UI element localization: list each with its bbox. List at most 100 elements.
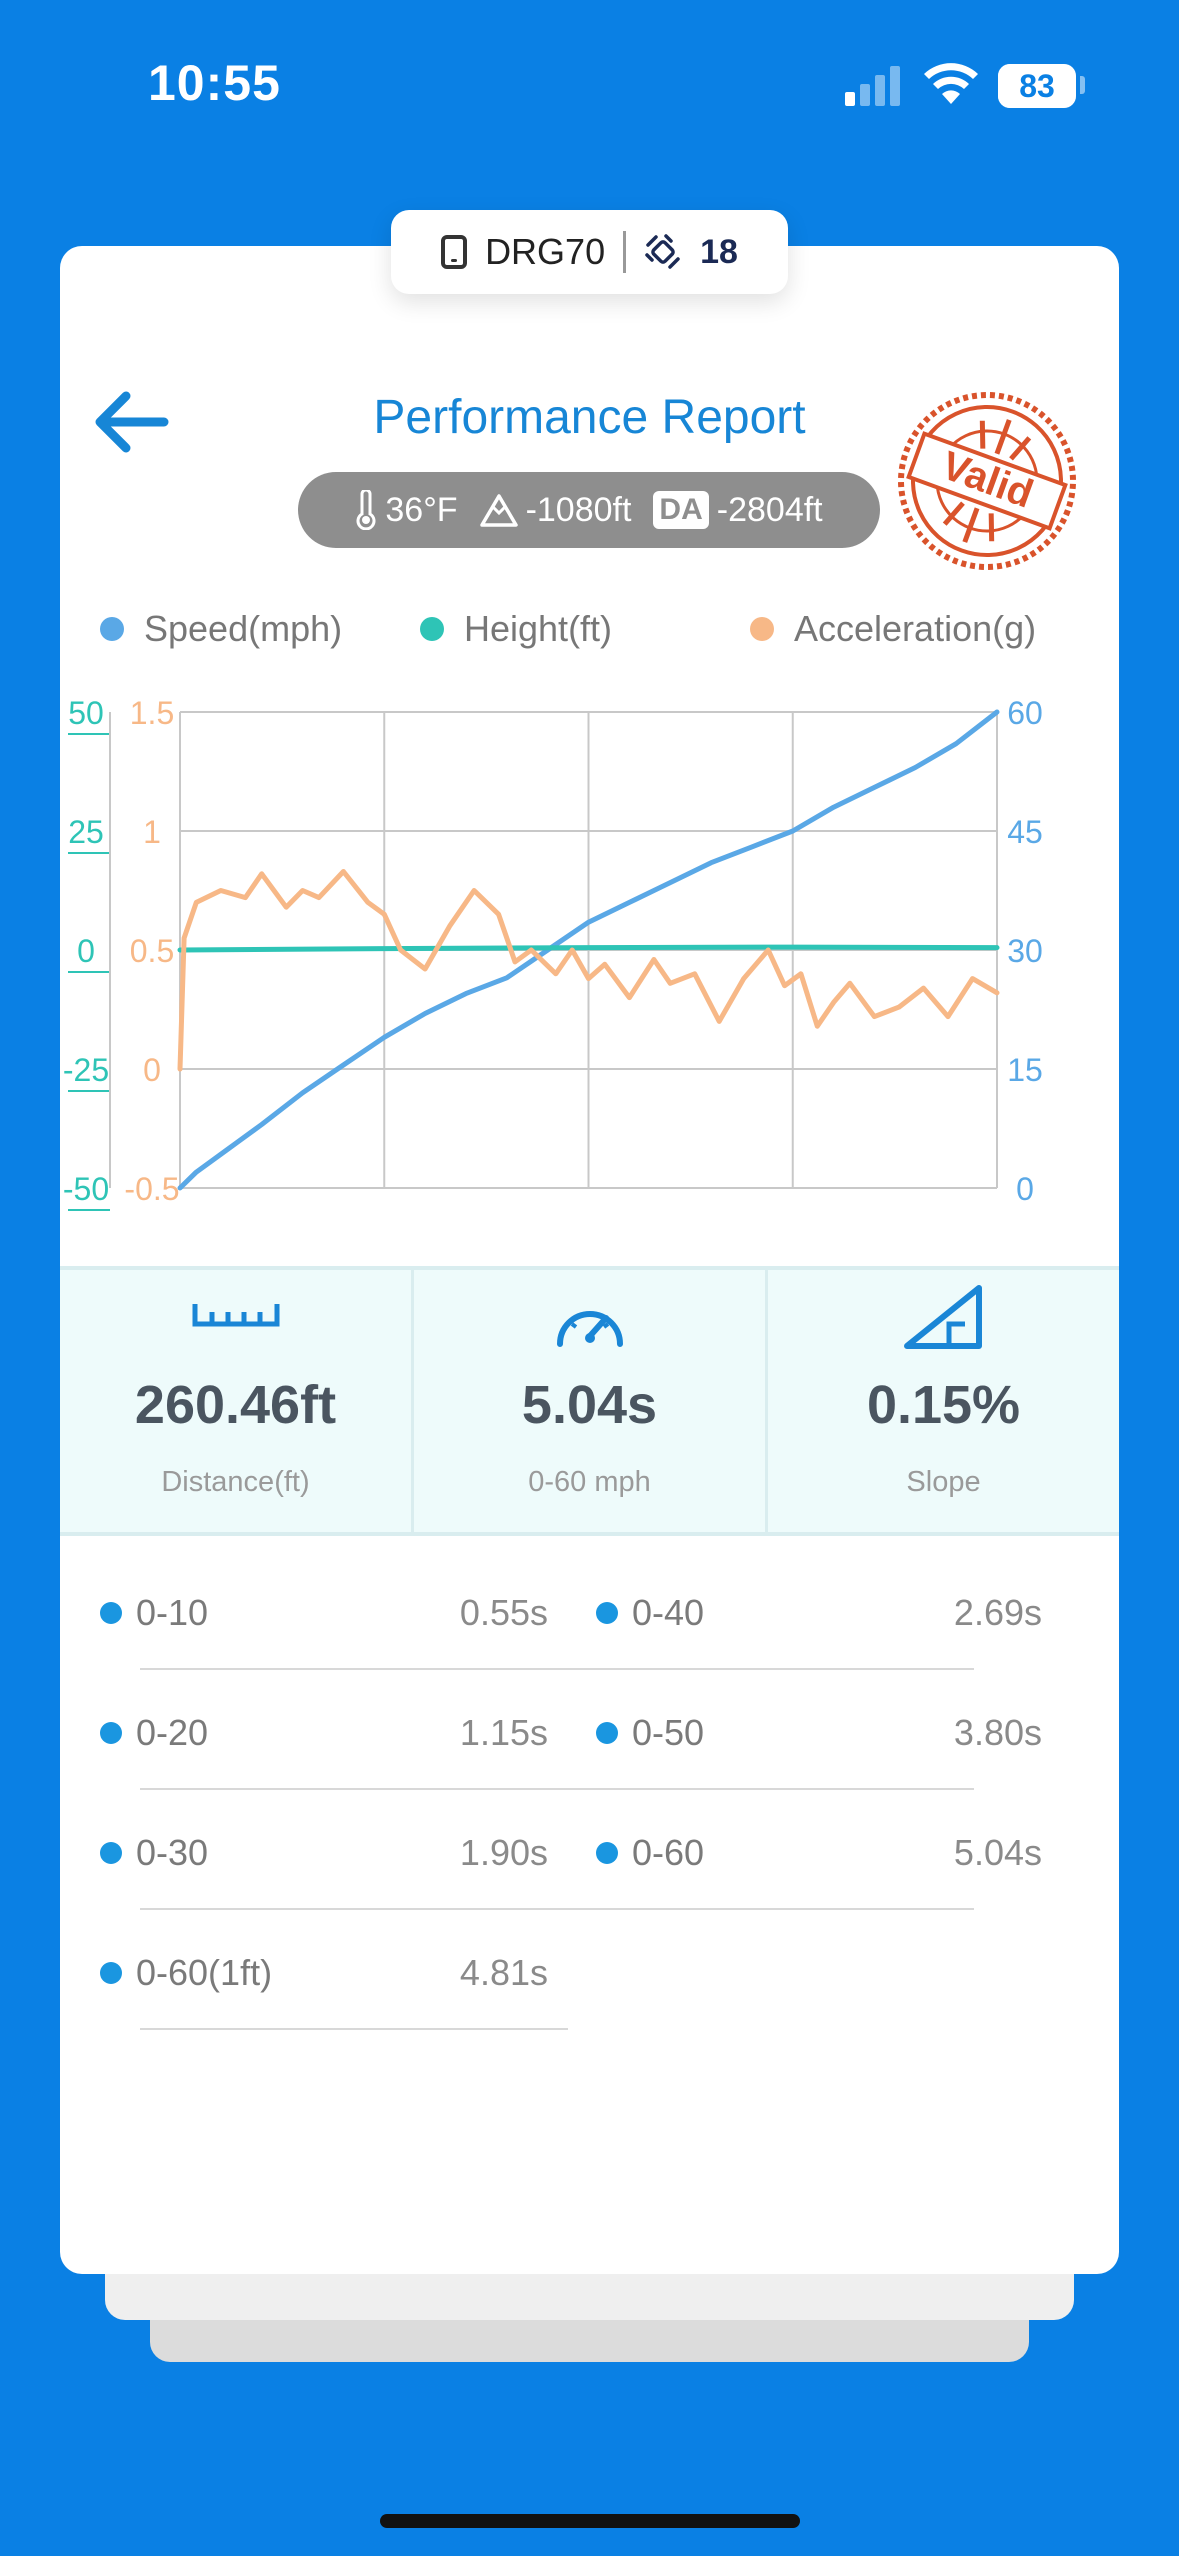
split-value: 5.04s — [953, 1832, 1042, 1873]
split-row: 0-50 3.80s — [596, 1666, 1042, 1786]
split-divider — [140, 2028, 568, 2030]
split-divider — [140, 1908, 974, 1910]
tick-label-speed: 60 — [1007, 695, 1043, 731]
legend-acceleration-dot — [750, 617, 774, 641]
split-value: 3.80s — [953, 1712, 1042, 1753]
device-name: DRG70 — [485, 231, 606, 272]
tick-label-speed: 15 — [1007, 1052, 1043, 1088]
stat-slope: 0.15% Slope — [765, 1270, 1119, 1532]
split-value: 1.15s — [459, 1712, 548, 1753]
split-label: 0-30 — [136, 1832, 209, 1873]
split-divider — [140, 1668, 974, 1670]
legend-speed-label: Speed(mph) — [144, 608, 343, 649]
battery-nub — [1080, 76, 1085, 94]
satellite-count: 18 — [700, 232, 738, 271]
temperature-value: 36°F — [385, 490, 458, 529]
battery-level: 83 — [1019, 68, 1055, 104]
stat-distance: 260.46ft Distance(ft) — [60, 1270, 411, 1532]
tick-label-height: 50 — [68, 695, 104, 731]
legend-speed-dot — [100, 617, 124, 641]
da-badge: DA — [653, 491, 709, 529]
split-row: 0-10 0.55s — [100, 1546, 548, 1666]
density-altitude-item: DA -2804ft — [653, 490, 823, 530]
split-row: 0-60 5.04s — [596, 1786, 1042, 1906]
tick-label-height: 25 — [68, 814, 104, 850]
wifi-icon — [924, 63, 978, 104]
legend-height[interactable]: Height(ft) — [420, 608, 750, 650]
split-row: 0-40 2.69s — [596, 1546, 1042, 1666]
density-altitude-value: -2804ft — [716, 490, 823, 529]
legend-speed[interactable]: Speed(mph) — [100, 608, 420, 650]
split-dot — [100, 1962, 122, 1984]
split-dot — [100, 1842, 122, 1864]
device-icon — [441, 235, 468, 269]
conditions-pill: 36°F -1080ft DA -2804ft — [298, 472, 880, 548]
slope-value: 0.15% — [866, 1375, 1021, 1435]
tick-label-acceleration: 0.5 — [130, 933, 174, 969]
split-value: 2.69s — [953, 1592, 1042, 1633]
mountain-icon — [479, 494, 518, 527]
tick-label-speed: 0 — [1016, 1171, 1034, 1207]
tick-label-acceleration: 1.5 — [130, 695, 174, 731]
split-label: 0-50 — [632, 1712, 705, 1753]
tick-label-acceleration: 0 — [143, 1052, 161, 1088]
tick-label-acceleration: -0.5 — [124, 1171, 179, 1207]
report-card: Performance Report 36°F -1080ft DA -2804… — [60, 246, 1119, 2274]
split-dot — [100, 1722, 122, 1744]
split-label: 0-10 — [136, 1592, 209, 1633]
split-dot — [596, 1842, 618, 1864]
legend-height-label: Height(ft) — [464, 608, 613, 649]
distance-value: 260.46ft — [134, 1375, 337, 1435]
back-arrow-icon[interactable] — [88, 386, 170, 458]
series-line-acceleration — [177, 869, 1000, 1072]
page-title: Performance Report — [373, 391, 806, 444]
performance-chart: 50 25 0 -25 -50 1.5 1 0.5 0 -0.5 60 45 30 15 0 — [63, 695, 1043, 1211]
slope-label: Slope — [906, 1466, 981, 1498]
split-value: 0.55s — [459, 1592, 548, 1633]
speedometer-icon — [556, 1311, 623, 1347]
split-dot — [100, 1602, 122, 1624]
battery-indicator: 83 — [998, 64, 1076, 108]
device-pill[interactable]: DRG70 18 — [391, 210, 788, 294]
status-time: 10:55 — [148, 55, 281, 111]
valid-stamp: Valid — [898, 392, 1076, 570]
home-indicator[interactable] — [380, 2514, 800, 2528]
series-line-height — [177, 944, 1000, 953]
tick-label-acceleration: 1 — [143, 814, 161, 850]
split-value: 4.81s — [459, 1952, 548, 1993]
zero-to-sixty-label: 0-60 mph — [528, 1466, 651, 1498]
legend-height-dot — [420, 617, 444, 641]
satellite-icon — [645, 234, 680, 269]
tick-label-height: -50 — [63, 1171, 109, 1207]
distance-label: Distance(ft) — [161, 1466, 310, 1498]
split-row: 0-20 1.15s — [100, 1666, 548, 1786]
split-dot — [596, 1602, 618, 1624]
altitude-value: -1080ft — [525, 490, 632, 529]
tick-label-speed: 30 — [1007, 933, 1043, 969]
tick-label-height: -25 — [63, 1052, 109, 1088]
split-label: 0-60(1ft) — [136, 1952, 273, 1993]
stat-zero-to-sixty: 5.04s 0-60 mph — [411, 1270, 765, 1532]
legend-acceleration[interactable]: Acceleration(g) — [750, 608, 1036, 650]
cellular-signal-icon — [845, 66, 900, 106]
tick-label-speed: 45 — [1007, 814, 1043, 850]
thermometer-icon — [356, 490, 376, 530]
legend-acceleration-label: Acceleration(g) — [794, 608, 1037, 649]
ruler-icon — [192, 1304, 279, 1327]
split-row: 0-60(1ft) 4.81s — [100, 1906, 548, 2026]
split-label: 0-40 — [632, 1592, 705, 1633]
split-divider — [140, 1788, 974, 1790]
split-row: 0-30 1.90s — [100, 1786, 548, 1906]
pill-divider — [623, 231, 627, 273]
split-label: 0-60 — [632, 1832, 705, 1873]
altitude-item: -1080ft — [479, 490, 632, 530]
tick-label-height: 0 — [77, 933, 95, 969]
series-line-speed — [177, 709, 1000, 1191]
stats-panel: 260.46ft Distance(ft) 5.04s 0-60 mph — [60, 1266, 1119, 1536]
split-label: 0-20 — [136, 1712, 209, 1753]
split-dot — [596, 1722, 618, 1744]
temperature-item: 36°F — [355, 490, 458, 530]
split-value: 1.90s — [459, 1832, 548, 1873]
zero-to-sixty-value: 5.04s — [521, 1375, 658, 1435]
chart-legend: Speed(mph) Height(ft) Acceleration(g) — [100, 604, 1079, 654]
